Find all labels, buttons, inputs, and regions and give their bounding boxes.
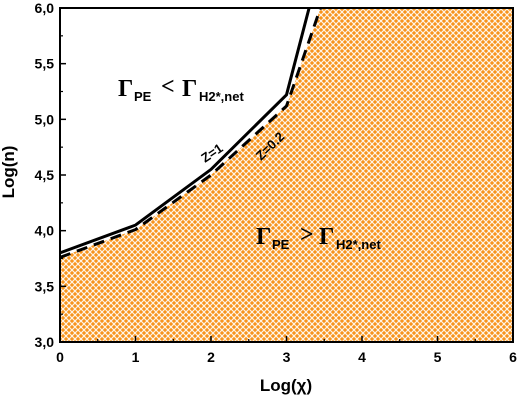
shaded-region — [60, 8, 513, 342]
y-tick-label: 3,0 — [35, 334, 55, 350]
x-tick-label: 3 — [283, 349, 291, 365]
annotation-lower-gamma-pe: Γ — [256, 224, 271, 250]
annotation-lower: Γ PE > Γ H2*,net — [256, 222, 381, 252]
annotation-lower-op: > — [300, 222, 314, 248]
annotation-lower-sub-h: H2*,net — [336, 237, 381, 252]
x-tick-label: 4 — [358, 349, 366, 365]
annotation-upper-sub-h: H2*,net — [199, 89, 244, 104]
annotation-upper: Γ PE < Γ H2*,net — [118, 74, 244, 104]
annotation-upper-gamma-h: Γ — [182, 76, 197, 102]
y-tick-label: 5,5 — [35, 56, 55, 72]
y-tick-label: 5,0 — [35, 111, 55, 127]
x-axis-title: Log(χ) — [260, 376, 312, 395]
annotation-upper-op: < — [161, 74, 175, 100]
y-axis-title: Log(n) — [0, 146, 18, 199]
x-tick-label: 0 — [56, 349, 64, 365]
x-ticks: 0 1 2 3 4 5 6 — [56, 336, 517, 365]
plot-area — [59, 7, 514, 343]
annotation-upper-gamma-pe: Γ — [118, 76, 133, 102]
y-ticks: 3,0 3,5 4,0 4,5 5,0 5,5 6,0 — [35, 0, 66, 350]
annotation-upper-sub-pe: PE — [134, 89, 152, 104]
curve-z1 — [59, 7, 311, 255]
curve-z02 — [59, 7, 322, 259]
y-tick-label: 4,5 — [35, 167, 55, 183]
y-tick-label: 6,0 — [35, 0, 55, 16]
annotation-lower-sub-pe: PE — [272, 237, 290, 252]
annotation-lower-gamma-h: Γ — [319, 224, 334, 250]
x-tick-label: 5 — [434, 349, 442, 365]
x-tick-label: 1 — [132, 349, 140, 365]
x-tick-label: 2 — [207, 349, 215, 365]
y-tick-label: 3,5 — [35, 278, 55, 294]
y-tick-label: 4,0 — [35, 223, 55, 239]
x-tick-label: 6 — [509, 349, 517, 365]
label-z1: Z=1 — [198, 140, 225, 165]
